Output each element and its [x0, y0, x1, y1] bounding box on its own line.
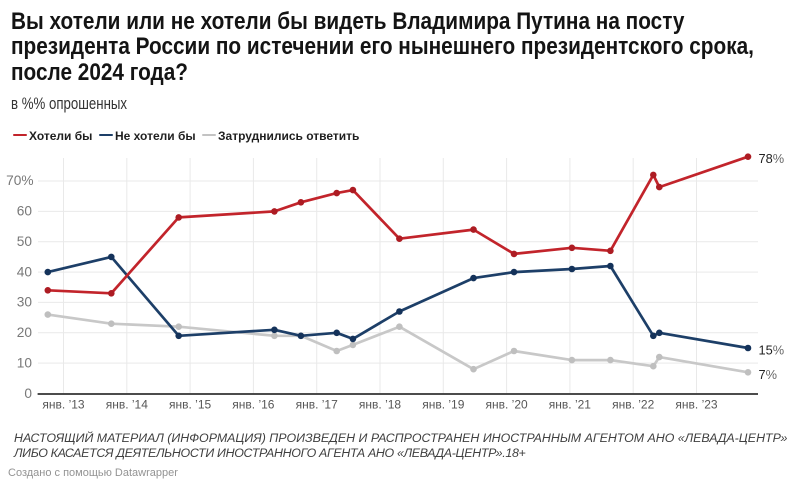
svg-text:янв. ’17: янв. ’17 — [296, 398, 339, 412]
svg-text:70%: 70% — [6, 173, 33, 188]
svg-text:янв. ’23: янв. ’23 — [675, 398, 718, 412]
svg-text:40: 40 — [17, 264, 33, 279]
svg-text:60: 60 — [17, 204, 33, 219]
svg-text:янв. ’16: янв. ’16 — [232, 398, 275, 412]
svg-text:30: 30 — [17, 295, 33, 310]
svg-text:50: 50 — [17, 234, 33, 249]
svg-text:янв. ’18: янв. ’18 — [359, 398, 402, 412]
svg-text:78%: 78% — [759, 151, 785, 166]
svg-text:янв. ’21: янв. ’21 — [549, 398, 592, 412]
svg-text:янв. ’20: янв. ’20 — [486, 398, 529, 412]
svg-text:янв. ’15: янв. ’15 — [169, 398, 212, 412]
svg-text:15%: 15% — [759, 343, 785, 358]
svg-text:0: 0 — [24, 386, 32, 401]
svg-text:20: 20 — [17, 325, 33, 340]
svg-text:янв. ’13: янв. ’13 — [42, 398, 85, 412]
svg-text:янв. ’22: янв. ’22 — [612, 398, 655, 412]
svg-text:10: 10 — [17, 355, 33, 370]
svg-text:янв. ’19: янв. ’19 — [422, 398, 465, 412]
svg-text:янв. ’14: янв. ’14 — [106, 398, 149, 412]
svg-text:7%: 7% — [759, 367, 778, 382]
